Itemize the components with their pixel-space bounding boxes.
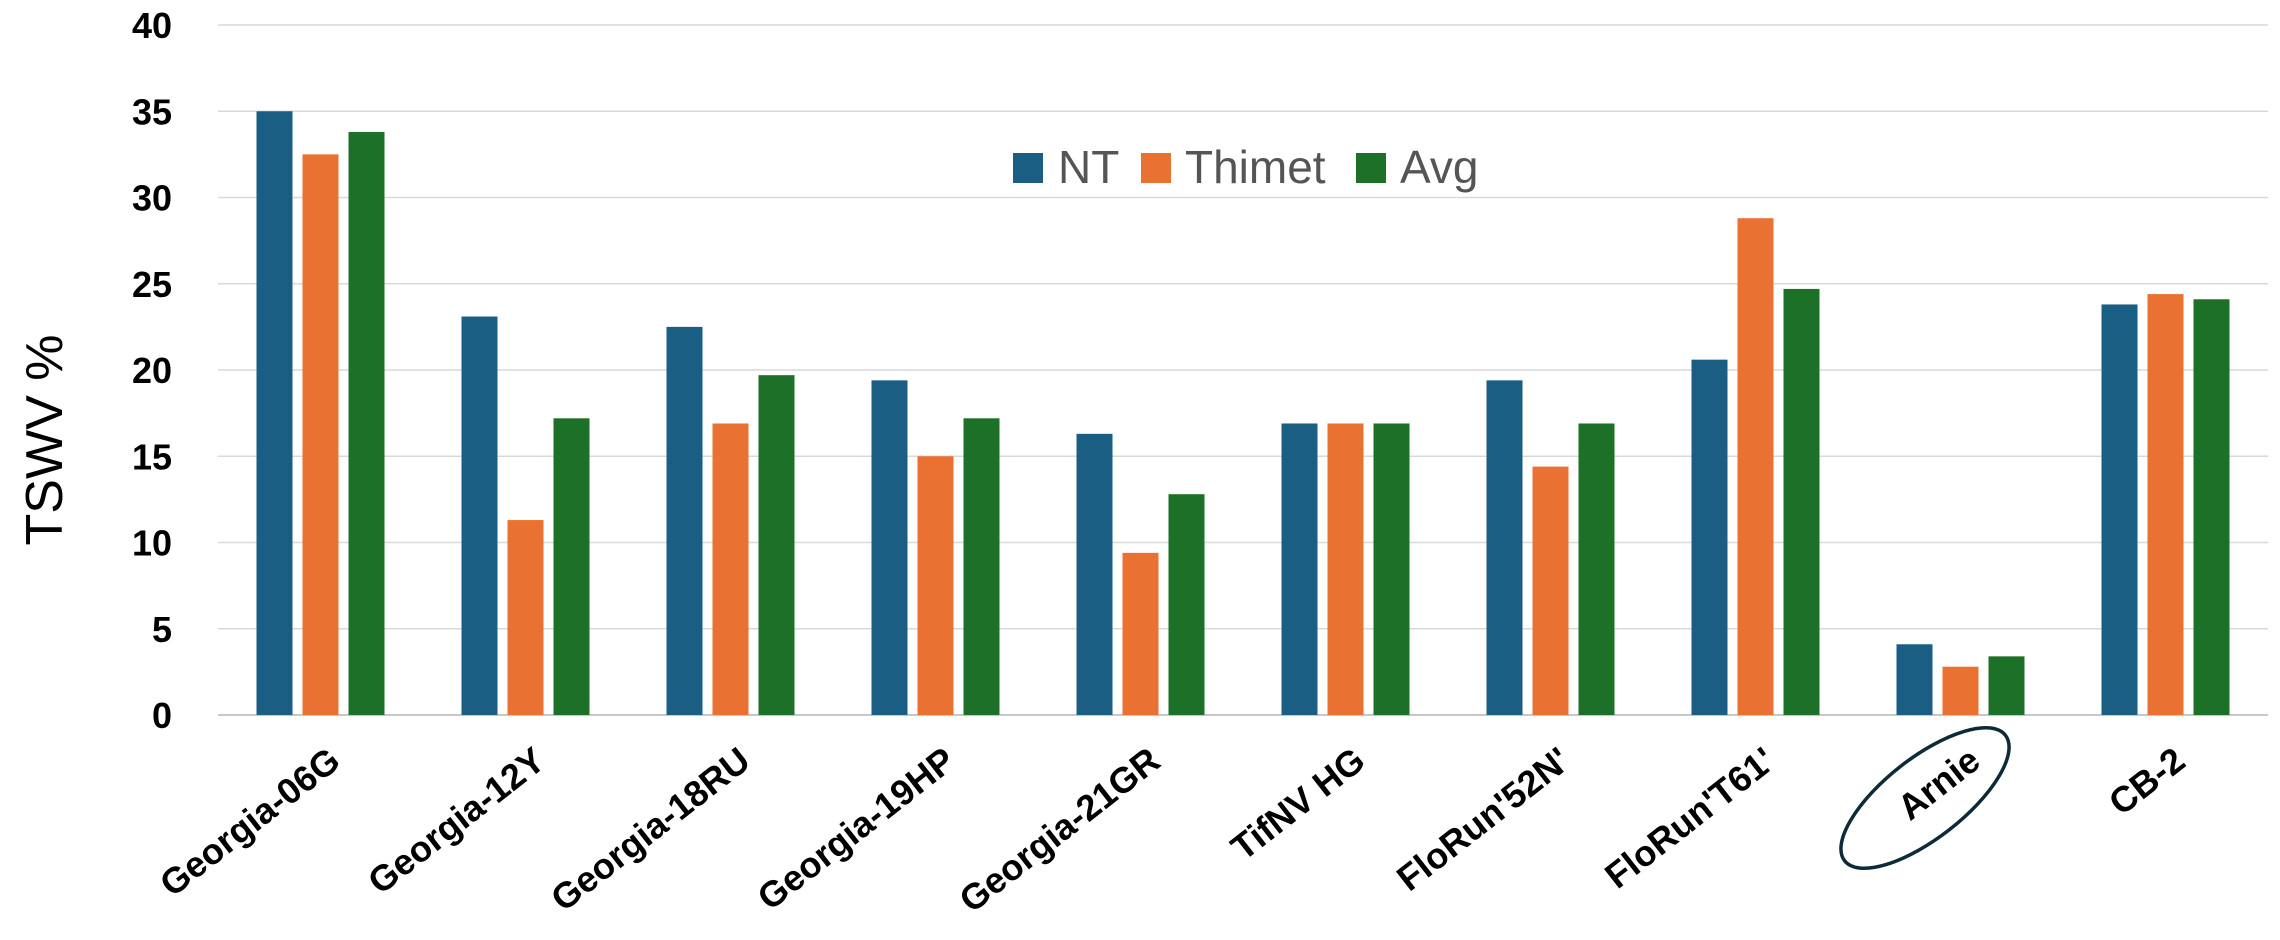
legend-swatch-avg [1356, 153, 1386, 183]
bar-avg-4 [1168, 494, 1205, 715]
bar-thimet-4 [1122, 552, 1159, 715]
x-tick-label: Georgia-06G [152, 739, 348, 904]
bar-thimet-9 [2147, 294, 2184, 715]
bars [256, 111, 2230, 715]
y-tick-label: 0 [152, 695, 172, 736]
bar-thimet-8 [1942, 666, 1979, 715]
x-tick-label: FloRun'T61' [1597, 739, 1782, 896]
bar-avg-2 [758, 375, 795, 715]
y-tick-label: 10 [132, 523, 172, 564]
bar-thimet-3 [917, 456, 954, 715]
bar-avg-0 [348, 131, 385, 715]
y-axis-ticks: 0 5 10 15 20 25 30 35 40 [132, 5, 172, 736]
bar-nt-6 [1486, 380, 1523, 715]
x-tick-label: Arnie [1890, 739, 1988, 828]
bar-avg-9 [2193, 299, 2230, 715]
legend: NT Thimet Avg [1013, 141, 1478, 193]
bar-avg-7 [1783, 288, 1820, 715]
bar-thimet-2 [712, 423, 749, 715]
y-tick-label: 40 [132, 5, 172, 46]
bar-avg-3 [963, 418, 1000, 715]
y-tick-label: 25 [132, 264, 172, 305]
bar-nt-9 [2101, 304, 2138, 715]
bar-avg-6 [1578, 423, 1615, 715]
bar-thimet-7 [1737, 218, 1774, 715]
highlight-ellipse [1839, 725, 2011, 871]
bar-avg-8 [1988, 656, 2025, 715]
x-tick-label: Georgia-21GR [951, 739, 1167, 920]
bar-thimet-6 [1532, 466, 1569, 715]
x-tick-label: Georgia-19HP [750, 739, 963, 918]
y-tick-label: 30 [132, 178, 172, 219]
legend-label-nt: NT [1058, 141, 1119, 193]
x-tick-label: FloRun'52N' [1389, 739, 1577, 899]
bar-avg-1 [553, 418, 590, 715]
x-tick-label: Georgia-12Y [360, 739, 552, 902]
bar-thimet-5 [1327, 423, 1364, 715]
legend-label-avg: Avg [1400, 141, 1478, 193]
bar-nt-5 [1281, 423, 1318, 715]
x-tick-label: TifNV HG [1223, 739, 1372, 868]
y-axis-label: TSWV % [16, 335, 74, 546]
y-tick-label: 15 [132, 436, 172, 477]
x-tick-label: Georgia-18RU [543, 739, 757, 919]
y-tick-label: 20 [132, 350, 172, 391]
x-tick-label: CB-2 [2101, 739, 2192, 823]
bar-nt-8 [1896, 644, 1933, 715]
bar-nt-0 [256, 111, 293, 715]
bar-nt-1 [461, 316, 498, 715]
bar-nt-7 [1691, 359, 1728, 715]
y-tick-label: 5 [152, 609, 172, 650]
bar-nt-4 [1076, 433, 1113, 715]
legend-label-thimet: Thimet [1185, 141, 1326, 193]
x-axis-ticks: Georgia-06G Georgia-12YGeorgia-18RUGeorgi… [152, 739, 2193, 920]
bar-thimet-1 [507, 520, 544, 715]
bar-thimet-0 [302, 154, 339, 715]
legend-swatch-nt [1013, 153, 1043, 183]
legend-swatch-thimet [1141, 153, 1171, 183]
y-tick-label: 35 [132, 91, 172, 132]
bar-nt-2 [666, 326, 703, 715]
bar-nt-3 [871, 380, 908, 715]
bar-avg-5 [1373, 423, 1410, 715]
